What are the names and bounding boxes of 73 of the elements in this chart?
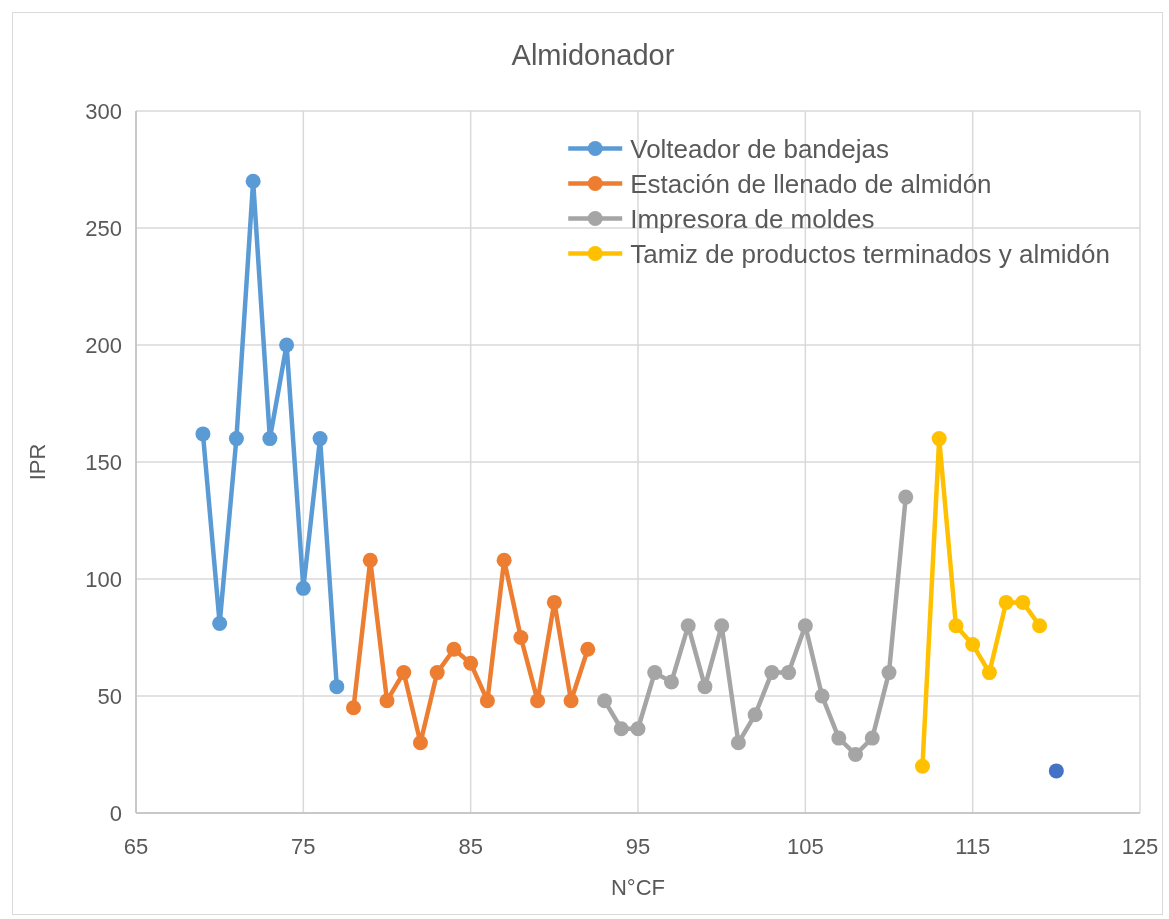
point bbox=[831, 730, 847, 746]
point bbox=[914, 758, 930, 774]
x-tick-label: 95 bbox=[625, 834, 651, 859]
point bbox=[446, 641, 462, 657]
point bbox=[396, 665, 412, 681]
y-tick-label: 250 bbox=[85, 215, 122, 241]
point bbox=[1032, 618, 1048, 634]
point bbox=[948, 618, 964, 634]
y-tick-label: 200 bbox=[85, 332, 122, 358]
x-tick-label: 105 bbox=[786, 834, 824, 859]
point bbox=[212, 615, 228, 631]
point bbox=[998, 594, 1014, 610]
point bbox=[496, 552, 512, 568]
point bbox=[463, 655, 479, 671]
point bbox=[362, 552, 378, 568]
point bbox=[1015, 594, 1031, 610]
point bbox=[412, 735, 428, 751]
point bbox=[479, 693, 495, 709]
y-tick-label: 0 bbox=[109, 800, 122, 826]
point bbox=[848, 747, 864, 762]
point bbox=[513, 630, 529, 645]
point bbox=[697, 679, 713, 695]
point bbox=[814, 688, 830, 704]
y-tick-label: 50 bbox=[97, 683, 122, 709]
x-axis-title: N°CF bbox=[610, 875, 666, 900]
point bbox=[563, 693, 579, 709]
point bbox=[1048, 763, 1064, 779]
point bbox=[195, 426, 211, 442]
x-tick-label: 85 bbox=[458, 834, 483, 859]
point bbox=[680, 618, 696, 634]
point bbox=[245, 173, 261, 189]
point bbox=[663, 674, 679, 690]
point bbox=[228, 431, 244, 447]
point bbox=[881, 665, 897, 681]
point bbox=[580, 641, 596, 657]
point bbox=[613, 721, 629, 737]
point bbox=[965, 637, 981, 653]
point bbox=[312, 431, 328, 447]
point bbox=[781, 665, 797, 681]
point bbox=[279, 337, 295, 353]
point bbox=[931, 431, 947, 447]
x-tick-label: 65 bbox=[123, 834, 149, 859]
point bbox=[714, 618, 730, 634]
point bbox=[262, 431, 278, 447]
point bbox=[546, 594, 562, 610]
legend-label: Tamiz de productos terminados y almidón bbox=[630, 238, 1110, 269]
point bbox=[379, 693, 395, 709]
x-tick-label: 125 bbox=[1121, 834, 1159, 859]
y-tick-label: 150 bbox=[85, 449, 122, 475]
legend-label: Volteador de bandejas bbox=[630, 133, 889, 164]
legend-label: Estación de llenado de almidón bbox=[630, 168, 992, 199]
point bbox=[730, 735, 746, 751]
point bbox=[530, 693, 546, 709]
legend-label: Impresora de moldes bbox=[630, 203, 875, 234]
y-tick-label: 300 bbox=[85, 98, 122, 124]
y-tick-label: 100 bbox=[85, 566, 122, 592]
point bbox=[295, 580, 311, 596]
point bbox=[346, 700, 362, 716]
chart-title: Almidonador bbox=[511, 39, 675, 71]
x-tick-label: 75 bbox=[291, 834, 316, 859]
point bbox=[797, 618, 813, 634]
point bbox=[647, 665, 663, 681]
point bbox=[898, 489, 914, 505]
point bbox=[864, 730, 880, 746]
point bbox=[630, 721, 646, 737]
point bbox=[747, 707, 763, 723]
point bbox=[764, 665, 780, 681]
point bbox=[329, 679, 345, 695]
point bbox=[597, 693, 613, 709]
point bbox=[429, 665, 445, 681]
x-tick-label: 115 bbox=[955, 834, 991, 859]
point bbox=[981, 665, 997, 681]
y-axis-title: IPR bbox=[25, 443, 50, 481]
